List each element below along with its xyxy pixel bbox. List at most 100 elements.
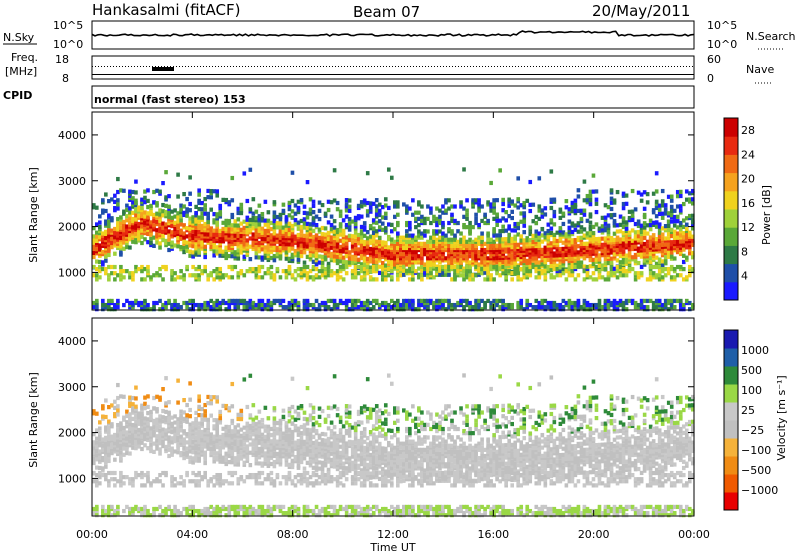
power-cell [408,266,412,272]
power-cell [305,211,310,216]
power-cell [272,245,277,250]
power-cell [585,300,590,306]
nsky-series [91,30,695,37]
power-cell [543,212,548,217]
velocity-cell [194,458,198,463]
power-cell [603,221,608,226]
velocity-cell [116,382,120,388]
freq-tick-top: 18 [55,53,69,66]
power-cell [236,256,241,261]
power-cell [441,204,445,209]
nave-label: Nave [746,63,774,76]
power-cell [158,218,162,223]
velocity-cell [158,513,162,518]
power-cell [423,220,427,226]
power-cell [486,231,490,236]
velocity-cell [197,425,201,430]
power-cell [347,221,352,226]
velocity-cell [200,446,204,451]
power-cell [465,212,469,217]
power-cell [588,275,593,280]
power-cell [320,232,325,237]
velocity-cell [128,422,132,427]
power-cell [405,298,409,304]
power-cell [642,206,647,211]
power-cell [420,204,424,209]
power-cell [284,223,289,228]
power-cell [176,219,180,224]
power-cell [399,235,403,240]
power-cell [591,249,596,254]
power-cell [143,298,147,304]
velocity-cell [128,426,132,431]
velocity-cell [161,386,165,392]
power-cell [320,260,325,266]
nsky-label: N.Sky [3,31,35,44]
power-cell [134,298,138,304]
velocity-cell [140,440,144,445]
power-cell [368,275,373,280]
power-cell [600,263,605,268]
power-cell [579,260,584,265]
power-cell [402,264,406,270]
power-cell [597,302,602,308]
power-cell [420,231,424,236]
velocity-cell [113,441,117,446]
power-cell [522,242,527,247]
velocity-cell [176,417,180,422]
power-cell [621,206,626,211]
power-cell [549,273,554,278]
power-cell [393,243,397,249]
power-cell [399,302,403,308]
power-cell [125,207,129,213]
power-cell [146,264,150,270]
power-cell [128,216,132,221]
power-cell [302,233,307,238]
velocity-cell [116,404,120,409]
power-cell [621,191,626,196]
power-cell [666,223,671,229]
power-cell [278,298,283,304]
power-cell [218,239,223,244]
power-cell [606,225,611,231]
power-cell [444,256,448,261]
power-cell [468,225,472,230]
power-cell [624,201,629,206]
power-cell [293,269,298,274]
velocity-cell [98,449,102,454]
power-cell [158,222,162,227]
power-cell [152,305,156,310]
power-cell [140,224,144,229]
power-cell [405,208,409,213]
power-cell [504,275,508,280]
power-cell [374,264,379,270]
power-cell [236,233,241,238]
power-cell [212,249,217,254]
power-cell [215,189,220,194]
power-cell [675,239,680,244]
power-cell [603,298,608,304]
power-cell [254,273,259,278]
power-cell [248,298,253,304]
velocity-cell [167,504,171,510]
power-cell [465,264,469,270]
power-cell [549,197,554,202]
velocity-cell [194,423,198,428]
power-cell [299,253,304,259]
power-cell [444,208,448,213]
power-cell [215,220,220,225]
power-cell [594,189,599,194]
power-cell [615,235,620,240]
power-cell [546,251,551,256]
velocity-cell [185,413,189,418]
velocity-cell [131,477,135,482]
power-cell [603,277,608,282]
power-cell [275,233,280,238]
power-cell [549,247,554,252]
power-cell [173,208,177,213]
power-cell [687,213,692,219]
power-cell [597,236,602,242]
power-cell [326,298,331,304]
power-cell [380,277,385,282]
power-cell [242,298,247,304]
